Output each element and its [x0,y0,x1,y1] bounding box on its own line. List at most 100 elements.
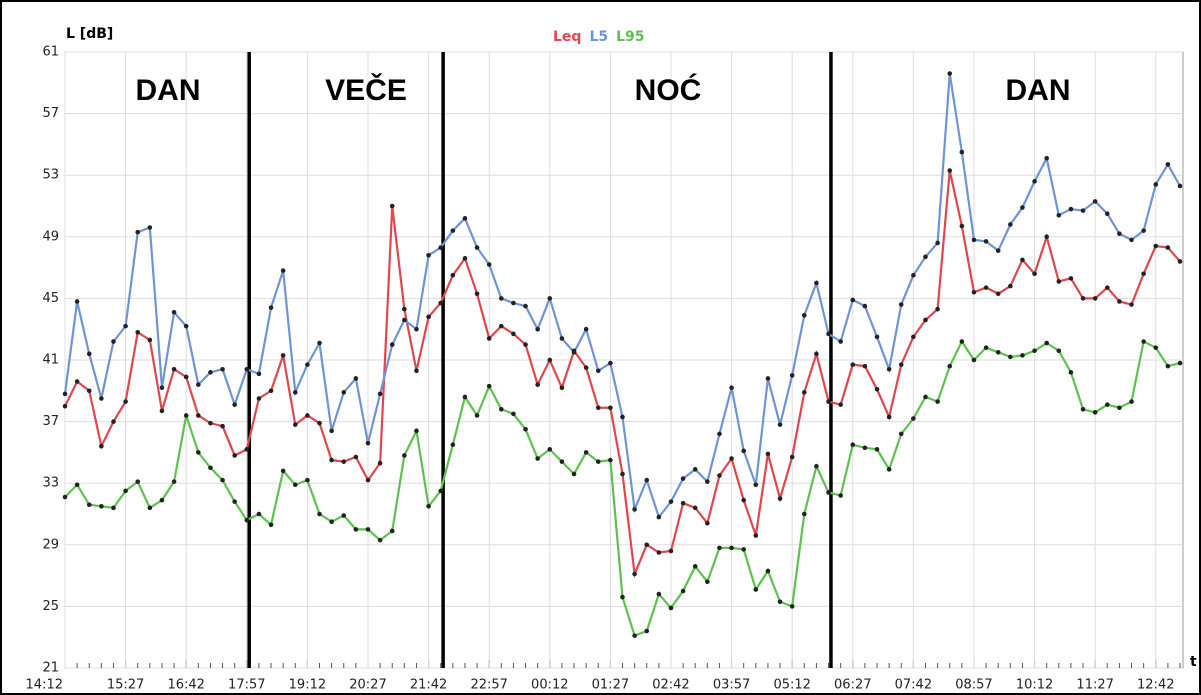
data-point [220,477,225,483]
data-point [801,390,807,395]
data-point [656,550,662,555]
data-point [571,471,577,477]
data-point [1165,245,1171,250]
data-point [111,339,116,344]
data-point [983,285,989,290]
data-point [317,340,322,346]
data-point [147,337,153,343]
data-point [353,376,359,381]
data-point [365,440,371,446]
data-point [499,406,504,412]
annotation: NOĆ [635,73,702,107]
data-point [801,511,807,517]
data-point [983,239,989,244]
data-point [874,447,880,452]
data-point [365,477,371,483]
data-point [571,350,577,355]
data-point [535,382,540,387]
data-point [232,453,237,458]
data-point [305,413,310,418]
data-point [317,511,322,517]
data-point [923,317,928,323]
data-point [814,463,819,469]
data-point [62,494,68,500]
data-point [959,223,965,229]
data-point [741,448,746,454]
data-point [1129,237,1134,243]
data-point [450,442,456,448]
data-point [438,488,444,494]
data-point [753,533,759,538]
data-point [329,519,334,524]
data-point [692,564,698,569]
data-point [814,351,819,357]
data-point [402,453,407,458]
data-point [632,507,637,512]
data-point [511,300,516,306]
data-point [171,309,177,315]
data-point [1104,402,1110,407]
data-point [668,548,674,554]
data-point [1032,348,1037,354]
data-point [1117,405,1122,411]
data-point [135,329,141,335]
data-point [208,420,213,426]
data-point [971,289,977,295]
data-point [935,306,940,312]
data-point [923,254,928,260]
x-tick-label: 08:57 [955,678,992,693]
data-point [1020,353,1025,358]
data-point [123,323,128,329]
data-point [1068,206,1074,212]
y-tick-label: 53 [42,168,59,183]
data-point [850,362,856,367]
data-point [717,431,722,437]
y-tick-label: 41 [42,353,59,368]
x-tick-label: 02:42 [652,678,689,693]
data-point [898,431,904,437]
data-point [826,331,831,337]
data-point [462,256,468,261]
data-point [559,385,565,391]
x-tick-label: 14:12 [26,678,63,693]
data-point [511,331,516,337]
data-point [183,374,189,380]
data-point [814,280,819,286]
y-tick-label: 29 [42,537,59,552]
data-point [1008,222,1013,227]
data-point [801,313,807,318]
data-point [995,350,1001,355]
data-point [1104,211,1110,216]
data-point [196,413,201,418]
x-tick-label: 19:12 [289,678,326,693]
data-point [620,414,625,420]
data-point [171,366,177,372]
data-point [705,520,710,526]
data-point [1056,279,1062,284]
data-point [608,405,613,411]
data-point [886,366,892,372]
data-point [947,71,953,76]
data-point [280,353,286,358]
data-point [402,306,407,312]
y-tick-label: 25 [42,599,59,614]
data-point [959,149,965,155]
data-point [898,362,904,367]
data-point [111,419,116,424]
x-tick-label: 10:12 [1016,678,1053,693]
data-point [862,303,868,309]
data-point [1020,205,1025,210]
data-point [1032,179,1037,184]
data-point [426,314,431,320]
data-point [280,468,286,474]
x-tick-label: 07:42 [895,678,932,693]
data-point [111,505,116,511]
data-point [765,451,771,457]
data-point [1141,228,1146,233]
data-point [765,568,771,574]
data-point [1044,155,1049,161]
data-point [741,547,746,552]
data-point [1129,302,1134,307]
